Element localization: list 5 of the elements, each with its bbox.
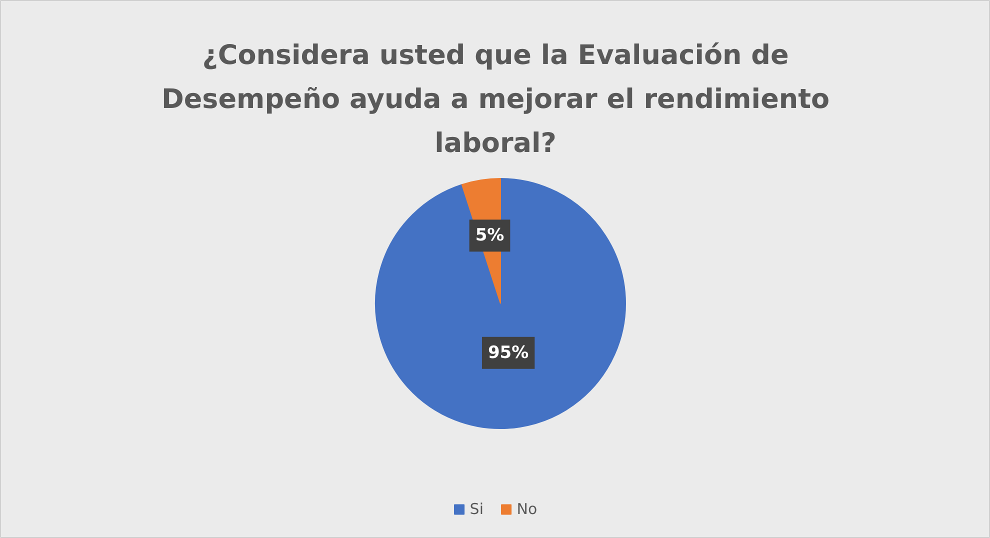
data-label: 95% <box>488 342 529 363</box>
data-label: 5% <box>475 226 504 246</box>
legend-label: Si <box>470 500 484 518</box>
chart-title: ¿Considera usted que la Evaluación de Desempeño ayuda a mejorar el rendimiento laboral? <box>161 40 830 159</box>
legend-label: No <box>516 500 538 518</box>
